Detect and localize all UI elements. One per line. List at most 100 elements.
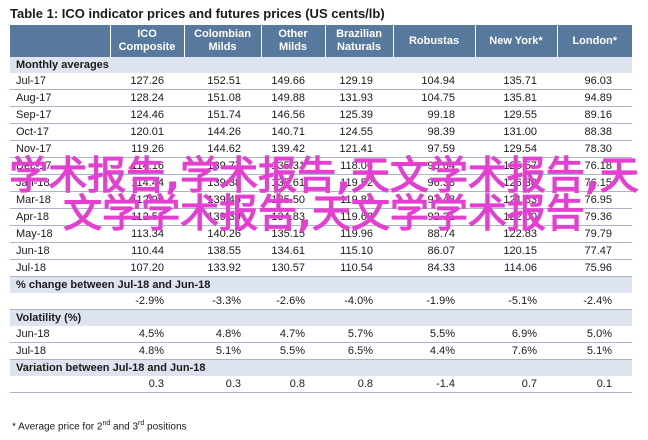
table-cell: 113.34 <box>110 225 184 243</box>
section-title: Monthly averages <box>10 57 632 73</box>
footnote-superscript: nd <box>102 420 111 427</box>
table-cell: 129.55 <box>475 106 557 124</box>
column-header: Other Milds <box>260 25 325 57</box>
table-row: Apr-18 112.56 139.39 134.83 119.63 92.31 122.0… <box>10 208 632 226</box>
table-cell: -2.9% <box>110 293 184 310</box>
row-label: May-18 <box>10 225 110 243</box>
table-cell: 104.75 <box>393 89 475 107</box>
table-cell: 0.8 <box>261 376 325 393</box>
table-cell: 5.7% <box>325 326 393 343</box>
footnote-superscript: rd <box>138 420 145 427</box>
table-cell: 119.52 <box>325 174 393 192</box>
table-cell: 139.42 <box>261 140 325 158</box>
table-cell: 124.55 <box>325 123 393 141</box>
table-row: Jul-17 127.26 152.51 149.66 129.19 104.94 135.… <box>10 73 632 90</box>
table-cell: 135.15 <box>261 225 325 243</box>
table-cell: 114.06 <box>475 259 557 277</box>
footnote-text: * Average price for 2 <box>12 421 103 433</box>
table-cell: 110.44 <box>110 242 184 260</box>
price-table: ICO Composite Colombian Milds Other Milds B… <box>10 25 632 393</box>
section-header-row: Volatility (%) <box>10 309 632 326</box>
table-row: -2.9% -3.3% -2.6% -4.0% -1.9% -5.1% -2.4% <box>10 293 632 310</box>
table-cell: 119.63 <box>325 208 393 226</box>
table-cell: 138.55 <box>184 242 261 260</box>
column-header: New York* <box>474 25 557 57</box>
table-title: Table 1: ICO indicator prices and future… <box>10 6 385 21</box>
row-label: Jun-18 <box>10 326 110 343</box>
table-cell: 0.3 <box>110 376 184 393</box>
table-cell: 5.5% <box>261 342 325 360</box>
table-cell: 120.01 <box>110 123 184 141</box>
header-row: ICO Composite Colombian Milds Other Milds B… <box>10 25 632 57</box>
table-cell: 92.31 <box>393 208 475 226</box>
table-cell: 135.50 <box>261 191 325 209</box>
table-cell: 135.71 <box>475 73 557 90</box>
row-label: Aug-17 <box>10 89 110 107</box>
table-row: Nov-17 119.26 144.62 139.42 121.41 97.59 129.5… <box>10 140 632 158</box>
table-cell: 149.66 <box>261 73 325 90</box>
table-cell: 5.0% <box>557 326 632 343</box>
section-header-row: Monthly averages <box>10 57 632 73</box>
table-cell: 140.71 <box>261 123 325 141</box>
table-row: Jun-18 110.44 138.55 134.61 115.10 86.07 120.1… <box>10 242 632 260</box>
column-header: Colombian Milds <box>183 25 261 57</box>
table-cell: 115.10 <box>325 242 393 260</box>
table-cell: 0.3 <box>184 376 261 393</box>
table-cell: 114.44 <box>110 174 184 192</box>
row-label: Nov-17 <box>10 140 110 158</box>
table-row: May-18 113.34 140.26 135.15 119.96 88.74 122.8… <box>10 225 632 243</box>
column-header: London* <box>556 25 632 57</box>
footnote-text: and 3 <box>110 421 139 433</box>
table-cell: 144.26 <box>184 123 261 141</box>
table-cell: 4.8% <box>184 326 261 343</box>
table-cell: 135.61 <box>261 174 325 192</box>
table-cell: 76.18 <box>557 157 632 175</box>
table-cell: 134.61 <box>261 242 325 260</box>
table-cell: 139.39 <box>184 208 261 226</box>
table-cell: -5.1% <box>475 293 557 310</box>
row-label: Jun-18 <box>10 242 110 260</box>
row-label: Mar-18 <box>10 191 110 209</box>
table-cell: 135.31 <box>261 157 325 175</box>
table-row: Jul-18 4.8% 5.1% 5.5% 6.5% 4.4% 7.6% 5.1% <box>10 342 632 360</box>
table-cell: 140.26 <box>184 225 261 243</box>
table-cell: 0.8 <box>325 376 393 393</box>
table-cell: 129.54 <box>475 140 557 158</box>
footnote-text: positions <box>144 421 187 433</box>
section-header-row: Variation between Jul-18 and Jun-18 <box>10 359 632 376</box>
table-cell: 88.38 <box>557 123 632 141</box>
table-cell: 78.30 <box>557 140 632 158</box>
table-cell: 130.57 <box>261 259 325 277</box>
table-row: 0.3 0.3 0.8 0.8 -1.4 0.7 0.1 <box>10 376 632 393</box>
table-cell: 5.5% <box>393 326 475 343</box>
column-header: ICO Composite <box>109 25 184 57</box>
table-cell: 149.88 <box>261 89 325 107</box>
table-cell: 131.00 <box>475 123 557 141</box>
table-cell: 88.74 <box>393 225 475 243</box>
table-cell: 135.81 <box>475 89 557 107</box>
table-cell: 120.15 <box>475 242 557 260</box>
table-cell: 122.00 <box>475 208 557 226</box>
row-label <box>10 376 110 393</box>
table-cell: 76.15 <box>557 174 632 192</box>
row-label: Jan-18 <box>10 174 110 192</box>
table-cell: 128.24 <box>110 89 184 107</box>
table-cell: 79.79 <box>557 225 632 243</box>
table-cell: 96.03 <box>557 73 632 90</box>
row-label: Sep-17 <box>10 106 110 124</box>
footnote: * Average price for 2nd and 3rd position… <box>12 420 187 432</box>
table-cell: 122.83 <box>475 225 557 243</box>
table-cell: 110.54 <box>325 259 393 277</box>
row-label: Apr-18 <box>10 208 110 226</box>
table-cell: 125.57 <box>475 157 557 175</box>
table-cell: 119.96 <box>325 225 393 243</box>
table-cell: 119.84 <box>325 191 393 209</box>
table-cell: 104.94 <box>393 73 475 90</box>
table-row: Dec-17 114.16 139.77 135.31 118.06 95.64 125.5… <box>10 157 632 175</box>
table-cell: 139.77 <box>184 157 261 175</box>
table-cell: 152.51 <box>184 73 261 90</box>
table-cell: 126.30 <box>475 174 557 192</box>
row-label <box>10 293 110 310</box>
table-row: Oct-17 120.01 144.26 140.71 124.55 98.39 131.0… <box>10 123 632 141</box>
column-header: Brazilian Naturals <box>324 25 393 57</box>
